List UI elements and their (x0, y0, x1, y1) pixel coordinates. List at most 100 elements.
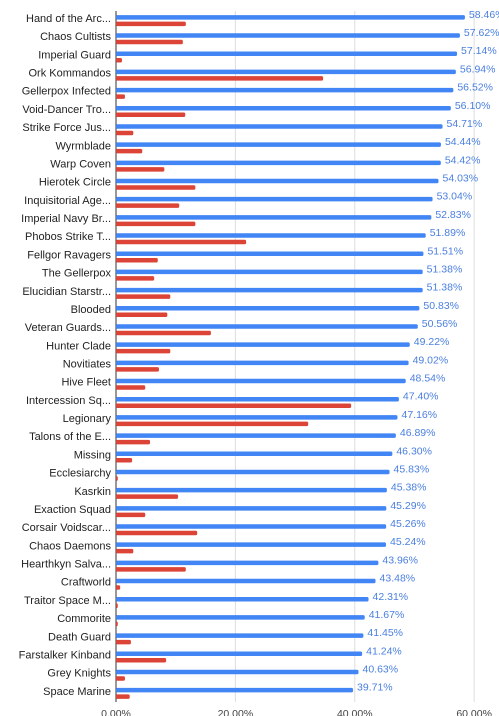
value-label: 57.14% (461, 45, 497, 57)
value-label: 41.67% (369, 609, 405, 621)
bar (116, 469, 390, 475)
y-tick-label: Hive Fleet (61, 377, 111, 389)
y-tick-label: Intercession Sq... (26, 395, 111, 407)
bar (116, 524, 387, 529)
y-tick-label: Missing (74, 449, 111, 461)
bar (116, 621, 118, 627)
bar (116, 439, 151, 445)
bar (116, 560, 379, 566)
value-label: 54.71% (447, 118, 483, 130)
bar (116, 378, 406, 384)
value-label: 48.54% (410, 373, 446, 385)
bar (116, 130, 134, 136)
value-label: 43.48% (380, 573, 416, 585)
value-label: 51.89% (430, 227, 466, 239)
y-tick-label: Void-Dancer Tro... (22, 104, 111, 116)
value-label: 52.83% (435, 209, 471, 221)
bar (116, 312, 168, 318)
value-label: 47.16% (401, 409, 437, 421)
y-tick-label: Space Marine (43, 686, 111, 698)
y-tick-label: Fellgor Ravagers (27, 249, 111, 261)
bar (116, 330, 211, 336)
x-tick-label: 60.00% (456, 708, 492, 716)
bar (116, 506, 387, 511)
bar (116, 221, 196, 227)
bar (116, 658, 167, 663)
bar (116, 633, 364, 638)
bar (116, 396, 399, 402)
bar (116, 15, 465, 20)
bar (116, 687, 354, 693)
y-tick-label: Blooded (71, 304, 111, 316)
value-label: 56.94% (460, 63, 496, 75)
y-tick-label: Hierotek Circle (39, 177, 111, 189)
y-tick-label: Hand of the Arc... (26, 13, 111, 25)
bar (116, 615, 365, 620)
y-tick-label: Grey Knights (47, 668, 111, 680)
value-label: 45.24% (390, 536, 426, 548)
bar (116, 578, 376, 584)
value-label: 43.96% (382, 554, 418, 566)
bar (116, 287, 423, 293)
bar (116, 458, 133, 463)
y-tick-label: Hunter Clade (46, 340, 111, 352)
value-label: 45.38% (391, 482, 427, 494)
bar (116, 112, 186, 118)
y-tick-label: Chaos Daemons (29, 540, 111, 552)
value-label: 51.38% (427, 282, 463, 294)
bar (116, 530, 198, 536)
bar (116, 87, 454, 93)
value-label: 46.30% (396, 445, 432, 457)
y-tick-label: Hearthkyn Salva... (21, 559, 111, 571)
bar (116, 142, 441, 147)
x-tick-label: 0.00% (101, 708, 131, 716)
bar (116, 585, 121, 590)
bar (116, 148, 143, 154)
bar (116, 567, 186, 572)
y-tick-label: Chaos Cultists (40, 31, 111, 43)
y-tick-label: Phobos Strike T... (25, 231, 111, 243)
bar (116, 294, 171, 299)
bar (116, 494, 179, 499)
value-label: 54.44% (445, 136, 481, 148)
bar (116, 233, 426, 238)
bar (116, 239, 247, 245)
bar (116, 203, 180, 208)
bar (116, 548, 134, 554)
value-label: 50.83% (423, 300, 459, 312)
y-tick-label: Warp Coven (50, 158, 111, 170)
bar (116, 94, 125, 99)
value-label: 45.29% (390, 500, 426, 512)
bar (116, 512, 146, 518)
y-tick-label: Inquisitorial Age... (24, 195, 111, 207)
bar (116, 69, 456, 75)
bar (116, 603, 118, 608)
value-label: 56.10% (455, 100, 491, 112)
value-label: 53.04% (437, 191, 473, 203)
bar (116, 487, 387, 493)
bar (116, 185, 196, 190)
bar (116, 324, 418, 329)
bar (116, 306, 420, 311)
bar (116, 639, 131, 645)
bar (116, 21, 186, 27)
y-tick-label: Veteran Guards... (25, 322, 111, 334)
bar (116, 160, 441, 166)
y-tick-label: Imperial Navy Br... (21, 213, 111, 225)
y-tick-label: Craftworld (61, 577, 111, 589)
y-tick-label: Ork Kommandos (28, 68, 111, 80)
value-label: 49.02% (413, 354, 449, 366)
bar (116, 57, 122, 63)
value-label: 58.46% (469, 9, 499, 21)
value-label: 57.62% (464, 27, 499, 39)
y-tick-label: Strike Force Jus... (22, 122, 111, 134)
bar (116, 651, 363, 657)
bar (116, 476, 118, 481)
value-label: 46.89% (400, 427, 436, 439)
y-tick-label: Death Guard (48, 631, 111, 643)
bar (116, 178, 439, 184)
bar (116, 342, 410, 347)
bar (116, 451, 393, 457)
bar (116, 106, 451, 111)
